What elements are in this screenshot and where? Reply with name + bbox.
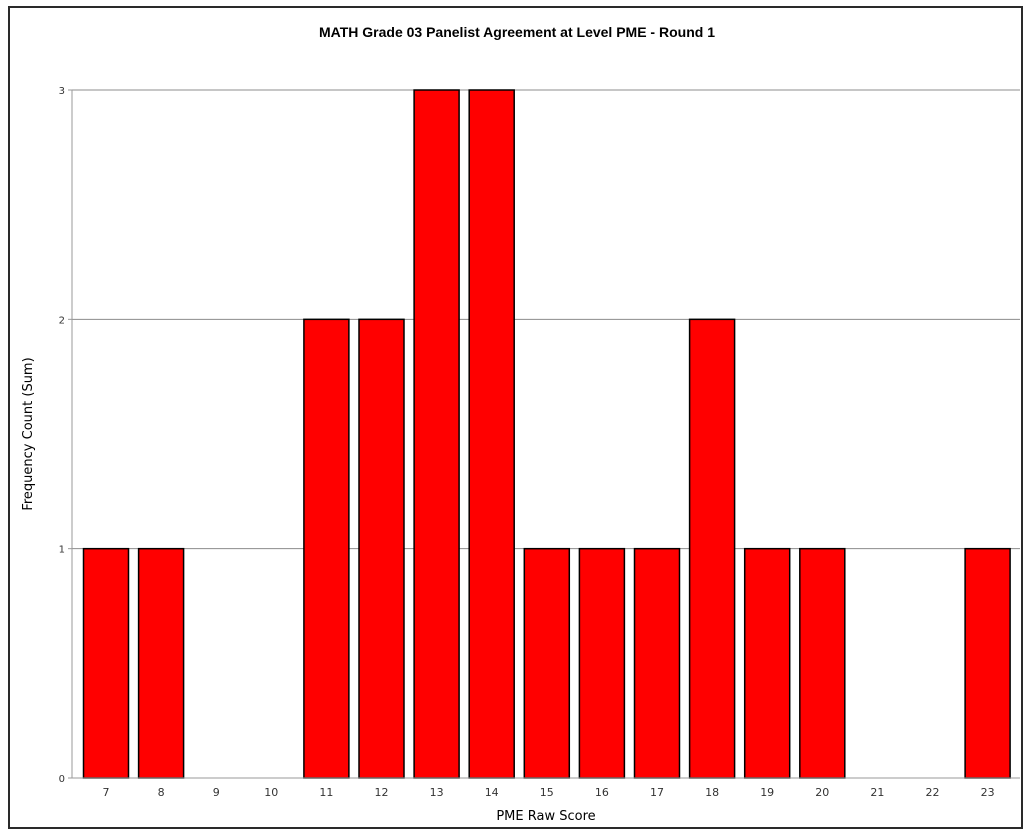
chart-frame: MATH Grade 03 Panelist Agreement at Leve… xyxy=(8,6,1023,829)
x-tick-label: 10 xyxy=(264,786,278,799)
x-tick-label: 13 xyxy=(430,786,444,799)
bar-17 xyxy=(633,547,681,779)
bar-20 xyxy=(799,547,846,779)
x-tick-label: 17 xyxy=(650,786,664,799)
x-tick-label: 12 xyxy=(375,786,389,799)
bar-chart: MATH Grade 03 Panelist Agreement at Leve… xyxy=(21,24,1020,824)
x-tick-label: 15 xyxy=(540,786,554,799)
x-tick-label: 8 xyxy=(158,786,165,799)
x-tick-label: 11 xyxy=(319,786,333,799)
x-tick-label: 7 xyxy=(103,786,110,799)
x-tick-label: 18 xyxy=(705,786,719,799)
x-tick-label: 9 xyxy=(213,786,220,799)
bar-14 xyxy=(468,89,515,779)
x-tick-label: 20 xyxy=(815,786,829,799)
bar-8 xyxy=(137,547,185,779)
y-tick-label: 0 xyxy=(59,774,65,785)
bar-13 xyxy=(413,89,460,779)
x-tick-label: 14 xyxy=(485,786,499,799)
bar-19 xyxy=(743,547,791,779)
bar-15 xyxy=(523,547,571,779)
bar-16 xyxy=(578,547,626,779)
y-axis-label: Frequency Count (Sum) xyxy=(21,357,36,510)
bars xyxy=(82,89,1011,779)
x-axis-label: PME Raw Score xyxy=(496,809,595,824)
bar-11 xyxy=(303,318,350,779)
x-tick-label: 22 xyxy=(926,786,940,799)
bar-18 xyxy=(688,318,736,779)
x-tick-label: 19 xyxy=(760,786,774,799)
x-tick-label: 16 xyxy=(595,786,609,799)
y-tick-label: 3 xyxy=(59,86,65,97)
y-tick-label: 2 xyxy=(59,315,65,326)
y-tick-labels: 0 1 2 3 xyxy=(59,86,72,785)
bar-7 xyxy=(82,547,130,779)
bar-23 xyxy=(964,547,1011,779)
x-tick-label: 23 xyxy=(981,786,995,799)
y-tick-label: 1 xyxy=(59,545,65,556)
x-tick-label: 21 xyxy=(870,786,884,799)
x-tick-labels: 7 8 9 10 11 12 13 14 15 16 17 18 19 20 21 22 23 xyxy=(103,786,995,799)
bar-12 xyxy=(358,318,405,779)
gridlines xyxy=(72,89,1020,550)
chart-title: MATH Grade 03 Panelist Agreement at Leve… xyxy=(319,24,715,40)
